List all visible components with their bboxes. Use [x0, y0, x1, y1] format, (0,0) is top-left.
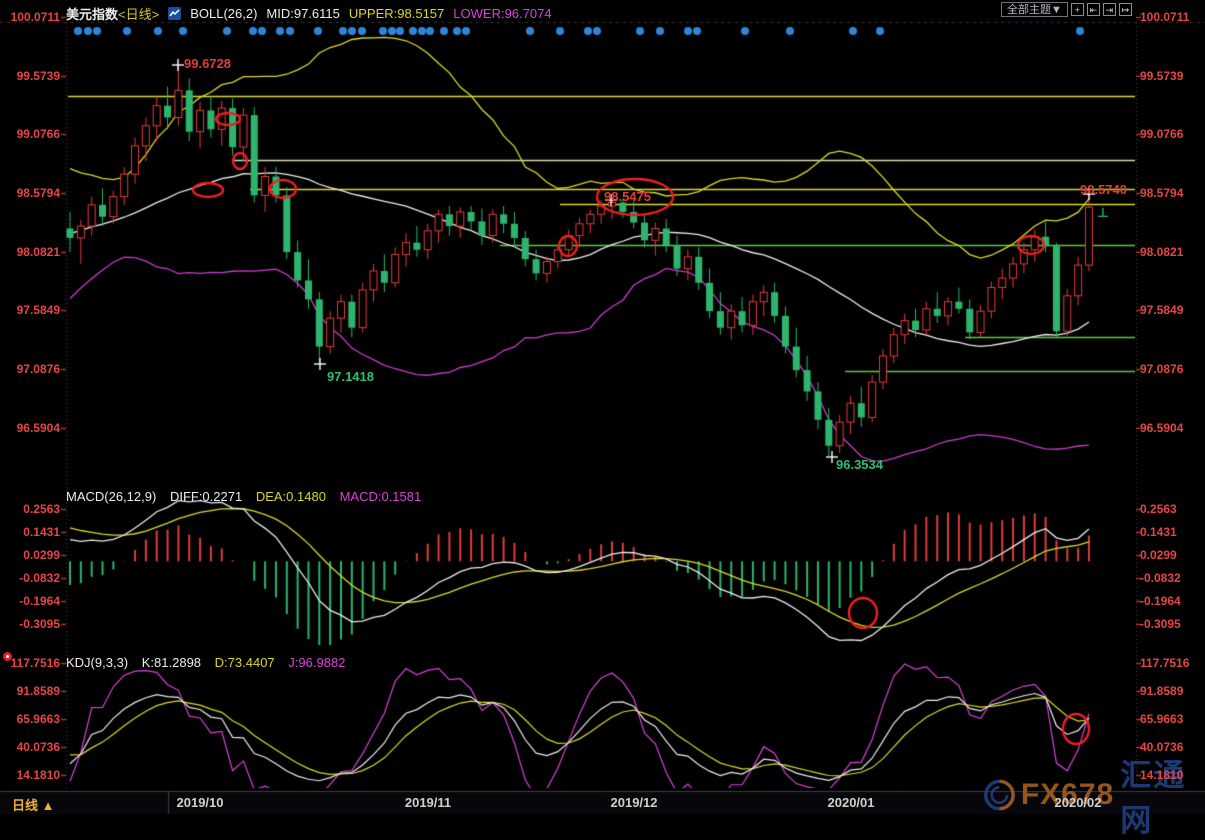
- axis-tick-label: 0.2563: [23, 502, 60, 516]
- axis-tick-label: 98.5794: [16, 186, 60, 200]
- axis-tick-label: -0.3095: [19, 617, 60, 631]
- theme-dropdown-label: 全部主题: [1007, 4, 1051, 16]
- axis-tick-label: 99.5739: [1140, 69, 1184, 83]
- axis-tick-label: -0.3095: [1140, 617, 1181, 631]
- axis-tick-label: 65.9663: [16, 712, 60, 726]
- scale-y-icon[interactable]: ⇥: [1102, 3, 1116, 16]
- macd-label: MACD(26,12,9): [66, 489, 157, 504]
- date-label: 2020/01: [827, 795, 875, 810]
- macd-header: MACD(26,12,9) DIFF:0.2271 DEA:0.1480 MAC…: [66, 489, 431, 504]
- watermark-site-name: 汇通网: [1120, 758, 1187, 838]
- axis-tick-label: 0.1431: [23, 525, 60, 539]
- axis-tick-label: 91.8589: [16, 684, 60, 698]
- axis-tick-label: 14.1810: [16, 768, 60, 782]
- period-tag: <日线>: [118, 7, 160, 22]
- axis-tick-label: 99.0766: [16, 127, 60, 141]
- pan-icon[interactable]: +: [1070, 3, 1084, 16]
- axis-tick-label: 0.0299: [1140, 548, 1177, 562]
- alert-icon: [3, 652, 12, 661]
- theme-dropdown[interactable]: 全部主题▼: [1001, 2, 1068, 17]
- axis-tick-label: 117.7516: [1140, 656, 1190, 670]
- scale-x-icon[interactable]: ⇤: [1086, 3, 1100, 16]
- kdj-j-value: J:96.9882: [288, 655, 346, 670]
- triangle-up-icon: ▲: [41, 798, 55, 813]
- chart-canvas[interactable]: [0, 0, 1205, 814]
- kdj-header: KDJ(9,3,3) K:81.2898 D:73.4407 J:96.9882: [66, 655, 355, 670]
- price-annotation: 97.1418: [327, 369, 374, 384]
- axis-tick-label: 97.0876: [1140, 362, 1184, 376]
- price-annotation: 98.5740: [1080, 182, 1127, 197]
- price-annotation: 96.3534: [836, 457, 883, 472]
- axis-tick-label: 0.0299: [23, 548, 60, 562]
- price-annotation: 99.6728: [184, 56, 231, 71]
- toolbar-icons: + ⇤ ⇥ ↦: [1070, 3, 1132, 16]
- toolbar: 全部主题▼ + ⇤ ⇥ ↦: [1001, 2, 1132, 17]
- axis-tick-label: 97.5849: [1140, 303, 1184, 317]
- axis-tick-label: 91.8589: [1140, 684, 1184, 698]
- axis-tick-label: 99.0766: [1140, 127, 1184, 141]
- axis-tick-label: 98.0821: [1140, 245, 1184, 259]
- date-label: 2019/12: [610, 795, 658, 810]
- chevron-down-icon: ▼: [1051, 4, 1062, 16]
- axis-tick-label: 40.0736: [1140, 740, 1184, 754]
- axis-tick-label: 96.5904: [16, 421, 60, 435]
- symbol-title: 美元指数<日线>: [66, 4, 159, 23]
- axis-tick-label: 40.0736: [16, 740, 60, 754]
- header: 美元指数<日线> BOLL(26,2) MID:97.6115 UPPER:98…: [66, 4, 552, 23]
- kdj-d-value: D:73.4407: [214, 655, 275, 670]
- axis-tick-label: 97.0876: [16, 362, 60, 376]
- watermark-brand: FX678: [1020, 778, 1115, 811]
- macd-diff-value: DIFF:0.2271: [169, 489, 243, 504]
- timeframe-selector[interactable]: 日线 ▲: [12, 795, 55, 814]
- axis-tick-label: 99.5739: [16, 69, 60, 83]
- axis-tick-label: -0.0832: [19, 571, 60, 585]
- price-annotation: 98.5475: [604, 189, 651, 204]
- fx678-logo: [984, 779, 1015, 811]
- axis-tick-label: 100.0711: [10, 10, 60, 24]
- axis-tick-label: 65.9663: [1140, 712, 1184, 726]
- axis-tick-label: 100.0711: [1140, 10, 1190, 24]
- macd-bar-value: MACD:0.1581: [339, 489, 422, 504]
- axis-tick-label: -0.0832: [1140, 571, 1181, 585]
- kdj-k-value: K:81.2898: [141, 655, 202, 670]
- axis-tick-label: 0.1431: [1140, 525, 1177, 539]
- axis-tick-label: 98.5794: [1140, 186, 1184, 200]
- boll-lower-value: LOWER:96.7074: [453, 6, 552, 21]
- timeframe-label: 日线: [12, 798, 39, 813]
- axis-tick-label: 97.5849: [16, 303, 60, 317]
- axis-tick-label: -0.1964: [19, 594, 60, 608]
- kdj-label: KDJ(9,3,3): [66, 655, 129, 670]
- axis-tick-label: 117.7516: [10, 656, 60, 670]
- axis-tick-label: 98.0821: [16, 245, 60, 259]
- date-label: 2020/02: [1054, 795, 1102, 810]
- macd-dea-value: DEA:0.1480: [255, 489, 326, 504]
- date-label: 2019/11: [404, 795, 452, 810]
- pan-right-icon[interactable]: ↦: [1118, 3, 1132, 16]
- axis-tick-label: 0.2563: [1140, 502, 1177, 516]
- chart-icon: [168, 7, 182, 20]
- symbol-name: 美元指数: [66, 7, 119, 22]
- axis-tick-label: 14.1810: [1140, 768, 1184, 782]
- boll-label: BOLL(26,2): [190, 6, 258, 21]
- date-label: 2019/10: [176, 795, 224, 810]
- boll-mid-value: MID:97.6115: [266, 6, 340, 21]
- boll-upper-value: UPPER:98.5157: [348, 6, 445, 21]
- axis-tick-label: 96.5904: [1140, 421, 1184, 435]
- axis-tick-label: -0.1964: [1140, 594, 1181, 608]
